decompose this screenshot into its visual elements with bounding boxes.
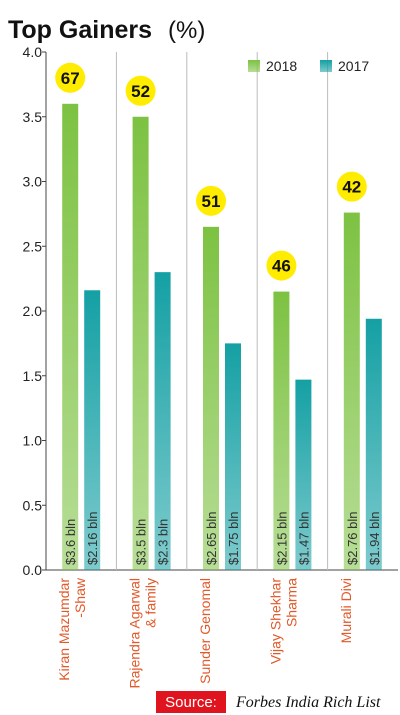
bar [225, 343, 241, 570]
bar [295, 379, 312, 570]
value-label: $2.65 bln [204, 512, 219, 566]
x-tick-label: -Shaw [72, 577, 88, 618]
x-tick-label: Vijay Shekhar [267, 578, 283, 664]
unit-label: (%) [168, 17, 205, 44]
value-label: $1.47 bln [296, 512, 311, 566]
y-tick-label: 3.0 [23, 174, 43, 190]
gain-badge [196, 185, 226, 216]
source-box [156, 691, 226, 713]
bar [343, 212, 360, 570]
bar [154, 272, 171, 570]
value-label: $2.16 bln [85, 512, 100, 566]
gain-badge [266, 250, 297, 281]
x-tick-label: & family [143, 578, 159, 628]
y-tick-label: 2.5 [23, 238, 43, 254]
gain-badge [55, 62, 86, 93]
bar [132, 116, 149, 570]
bar [203, 226, 219, 570]
bar [365, 318, 382, 570]
y-tick-label: 1.0 [23, 433, 43, 449]
source-label: Source: [165, 694, 217, 711]
y-tick-label: 0.5 [23, 497, 43, 513]
value-label: $2.15 bln [274, 512, 289, 566]
gain-badge [336, 171, 367, 202]
value-label: $3.5 bln [134, 519, 149, 565]
legend-swatch [320, 60, 332, 72]
x-tick-label: Murali Divi [338, 578, 354, 643]
y-tick-label: 0.0 [23, 562, 43, 578]
bar [62, 103, 79, 571]
value-label: $3.6 bln [63, 519, 78, 565]
legend-label: 2017 [338, 58, 369, 74]
value-label: $2.76 bln [345, 512, 360, 566]
y-tick-label: 3.5 [23, 109, 43, 125]
legend-swatch [248, 60, 260, 72]
gain-label: 46 [272, 257, 291, 276]
legend-label: 2018 [266, 58, 297, 74]
x-tick-label: Kiran Mazumdar [56, 578, 72, 681]
gain-badge [125, 75, 156, 106]
bar [273, 291, 290, 570]
x-tick-label: Sharma [283, 578, 299, 627]
gain-label: 42 [342, 178, 361, 197]
source: Forbes India Rich List [235, 694, 381, 711]
bar [84, 290, 101, 570]
y-tick-label: 4.0 [23, 44, 43, 60]
x-tick-label: Rajendra Agarwal [127, 578, 143, 689]
y-tick-label: 1.5 [23, 368, 43, 384]
y-tick-label: 2.0 [23, 303, 43, 319]
gain-label: 67 [61, 69, 80, 88]
x-tick-label: Sunder Genomal [197, 578, 213, 684]
gain-label: 52 [131, 82, 150, 101]
value-label: $2.3 bln [156, 519, 171, 565]
gain-label: 51 [202, 192, 221, 211]
value-label: $1.75 bln [226, 512, 241, 566]
chart-title: Top Gainers [8, 16, 152, 44]
value-label: $1.94 bln [367, 512, 382, 566]
